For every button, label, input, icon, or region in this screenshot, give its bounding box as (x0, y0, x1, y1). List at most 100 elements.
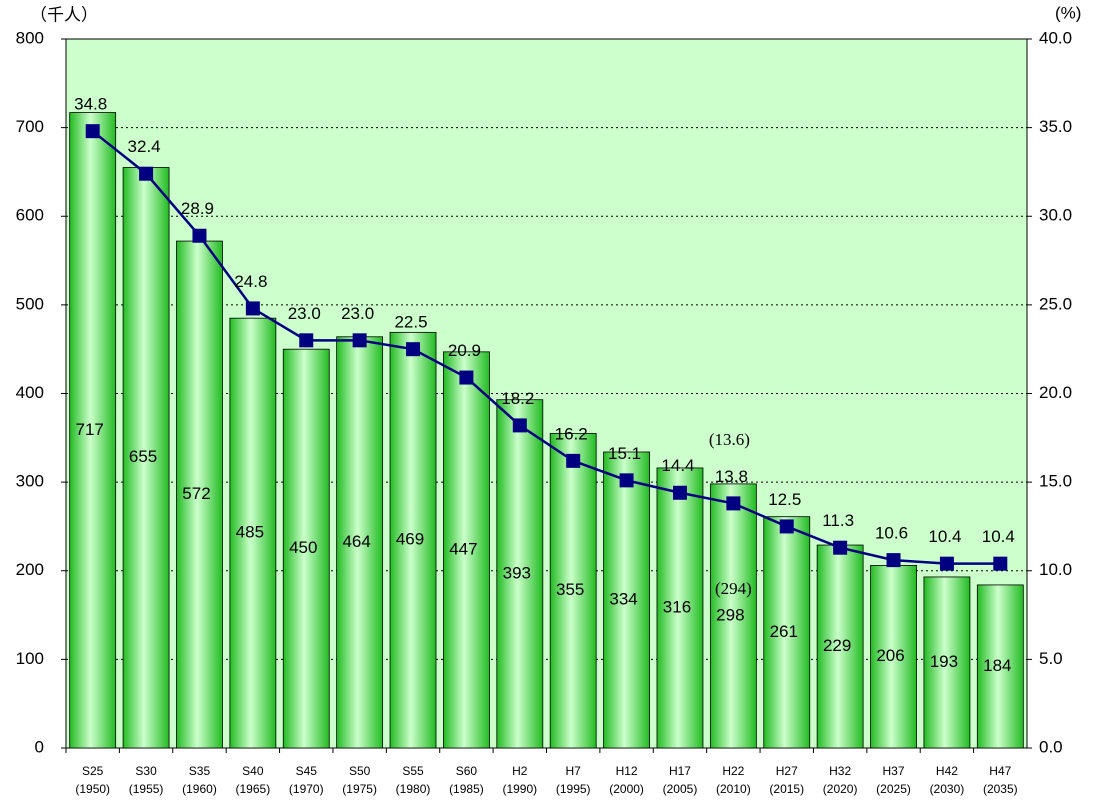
x-tick-label: H12 (616, 764, 638, 778)
x-tick-sublabel: (1960) (182, 782, 217, 796)
y-tick-label: 700 (16, 117, 44, 136)
line-label: 23.0 (288, 304, 321, 323)
line-label: 32.4 (128, 137, 161, 156)
line-marker (299, 333, 314, 348)
bar (176, 240, 223, 749)
x-tick-label: H32 (829, 764, 851, 778)
y2-tick-label: 35.0 (1039, 117, 1072, 136)
x-tick-label: H27 (776, 764, 798, 778)
bar (122, 167, 170, 749)
y-tick-label: 500 (16, 294, 44, 313)
x-tick-sublabel: (1970) (289, 782, 324, 796)
line-label: 14.4 (661, 456, 694, 475)
x-tick-sublabel: (2005) (663, 782, 698, 796)
y-tick-label: 800 (16, 28, 44, 47)
x-tick-label: H2 (512, 764, 528, 778)
line-label: 18.2 (501, 389, 534, 408)
y-tick-label: 0 (35, 737, 44, 756)
bar (656, 467, 704, 749)
x-tick-label: S55 (402, 764, 424, 778)
bar-label: 316 (663, 597, 691, 616)
bar (870, 565, 917, 749)
line-label: 28.9 (181, 199, 214, 218)
x-tick-sublabel: (2025) (876, 782, 911, 796)
bar-label: 184 (983, 656, 1011, 675)
line-label: 22.5 (394, 313, 427, 332)
bar (709, 483, 757, 749)
y-tick-label: 600 (16, 206, 44, 225)
x-tick-label: S50 (349, 764, 371, 778)
bar-label: 464 (342, 532, 370, 551)
annotation: (13.6) (709, 430, 750, 449)
bar (282, 348, 330, 749)
line-label: 10.4 (982, 527, 1015, 546)
bar-label: 655 (129, 447, 157, 466)
line-label: 10.4 (928, 527, 961, 546)
bar (69, 112, 117, 749)
line-marker (619, 473, 634, 488)
bar (603, 451, 650, 749)
line (91, 130, 1001, 565)
x-tick-sublabel: (2030) (930, 782, 965, 796)
x-tick-label: H22 (722, 764, 744, 778)
bar-label: 447 (449, 539, 477, 558)
bar-label: 261 (770, 622, 798, 641)
x-tick-sublabel: (1985) (449, 782, 484, 796)
x-tick-sublabel: (1975) (342, 782, 377, 796)
x-tick-label: S30 (135, 764, 157, 778)
bar (976, 584, 1024, 749)
line-label: 23.0 (341, 304, 374, 323)
bar-label: 572 (182, 484, 210, 503)
y2-tick-label: 0.0 (1039, 737, 1063, 756)
bar (763, 516, 811, 749)
x-tick-sublabel: (2010) (716, 782, 751, 796)
bar-label: 485 (236, 523, 264, 542)
bar (336, 336, 384, 749)
line-label: 20.9 (448, 341, 481, 360)
y2-tick-label: 15.0 (1039, 472, 1072, 491)
x-tick-sublabel: (1990) (502, 782, 537, 796)
line-marker (406, 342, 421, 357)
line-label: 16.2 (555, 424, 588, 443)
bar-label: 717 (76, 420, 104, 439)
x-tick-sublabel: (2000) (609, 782, 644, 796)
x-tick-label: H47 (989, 764, 1011, 778)
y-tick-label: 400 (16, 383, 44, 402)
x-tick-sublabel: (1965) (236, 782, 271, 796)
line-marker (192, 228, 207, 243)
line-label: 15.1 (608, 444, 641, 463)
x-tick-sublabel: (1980) (396, 782, 431, 796)
y2-tick-label: 10.0 (1039, 560, 1072, 579)
x-tick-sublabel: (1950) (75, 782, 110, 796)
y-tick-label: 100 (16, 649, 44, 668)
x-tick-label: S25 (82, 764, 104, 778)
y-tick-label: 200 (16, 560, 44, 579)
line-marker (245, 301, 260, 316)
y2-tick-label: 30.0 (1039, 206, 1072, 225)
bar-label: 469 (396, 530, 424, 549)
x-tick-sublabel: (2015) (769, 782, 804, 796)
line-label: 10.6 (875, 524, 908, 543)
line-label: 34.8 (74, 95, 107, 114)
x-tick-label: H17 (669, 764, 691, 778)
x-tick-label: S35 (189, 764, 211, 778)
bar (389, 331, 437, 749)
x-tick-label: H7 (566, 764, 582, 778)
bar (549, 432, 597, 749)
line-marker (139, 166, 154, 181)
line-label: 24.8 (234, 272, 267, 291)
line-marker (566, 453, 581, 468)
line-marker (512, 418, 527, 433)
bar-label: 334 (609, 589, 637, 608)
x-tick-label: S40 (242, 764, 264, 778)
line-marker (993, 556, 1008, 571)
bar-label: 298 (716, 605, 744, 624)
line-marker (886, 553, 901, 568)
y2-tick-label: 20.0 (1039, 383, 1072, 402)
line-label: 11.3 (822, 511, 854, 530)
bar-label: 193 (930, 652, 958, 671)
line-label: 12.5 (768, 490, 801, 509)
line-marker (459, 370, 474, 385)
bar (443, 351, 490, 749)
